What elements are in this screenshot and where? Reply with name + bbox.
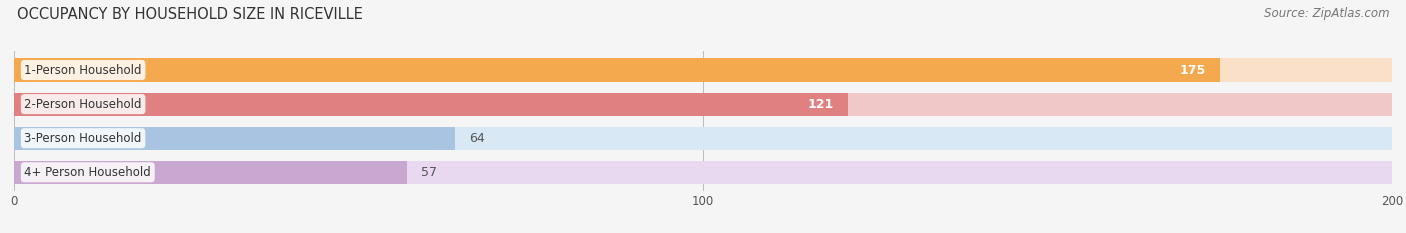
Text: 57: 57 [420,166,436,179]
Bar [14,161,1392,184]
Bar [14,93,848,116]
Text: 2-Person Household: 2-Person Household [24,98,142,111]
Text: Source: ZipAtlas.com: Source: ZipAtlas.com [1264,7,1389,20]
Bar [14,127,1392,150]
Bar [14,58,1392,82]
Bar [14,127,456,150]
Text: OCCUPANCY BY HOUSEHOLD SIZE IN RICEVILLE: OCCUPANCY BY HOUSEHOLD SIZE IN RICEVILLE [17,7,363,22]
Text: 4+ Person Household: 4+ Person Household [24,166,150,179]
Text: 175: 175 [1180,64,1206,76]
Bar [14,58,1220,82]
Text: 1-Person Household: 1-Person Household [24,64,142,76]
Text: 121: 121 [807,98,834,111]
Text: 64: 64 [468,132,485,145]
Bar [14,161,406,184]
Text: 3-Person Household: 3-Person Household [24,132,142,145]
Bar [14,93,1392,116]
